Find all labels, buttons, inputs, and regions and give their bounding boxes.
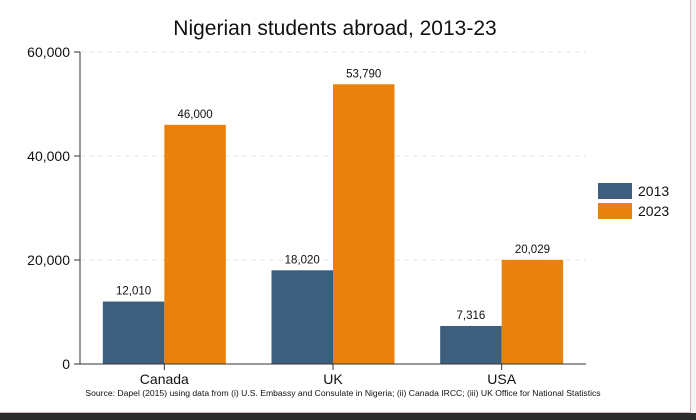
legend-swatch-2023	[598, 203, 632, 219]
chart-frame: Nigerian students abroad, 2013-23 12,010…	[0, 0, 691, 413]
bar-2023-canada	[164, 124, 226, 364]
y-tick-label: 0	[62, 356, 70, 372]
bars: 12,010 46,000 18,020 53,790 7,316 20,029	[102, 68, 564, 365]
bar-chart: Nigerian students abroad, 2013-23 12,010…	[27, 17, 669, 398]
bar-2023-usa	[501, 259, 564, 364]
legend-label: 2023	[638, 203, 669, 219]
legend-label: 2013	[638, 183, 669, 199]
y-tick-label: 60,000	[27, 44, 70, 60]
bar-2023-uk	[333, 84, 395, 365]
source-note: Source: Dapel (2015) using data from (i)…	[85, 388, 600, 398]
chart-title: Nigerian students abroad, 2013-23	[173, 17, 496, 40]
x-tick-label: Canada	[140, 371, 189, 387]
data-label: 53,790	[346, 68, 381, 80]
data-label: 18,020	[285, 254, 320, 266]
taskbar-strip	[0, 413, 696, 420]
legend-swatch-2013	[598, 183, 632, 199]
x-tick-label: UK	[323, 371, 343, 387]
y-tick-label: 20,000	[27, 252, 70, 268]
bar-2013-uk	[271, 270, 333, 364]
y-tick-label: 40,000	[27, 148, 70, 164]
axes: 0 20,000 40,000 60,000 Canada UK USA	[27, 44, 586, 387]
legend: 2013 2023	[598, 183, 669, 219]
data-label: 20,029	[515, 244, 550, 256]
x-tick-label: USA	[487, 371, 516, 387]
window-edge	[691, 0, 696, 413]
data-label: 46,000	[177, 109, 212, 121]
bar-2013-usa	[440, 325, 502, 364]
data-label: 7,316	[457, 310, 486, 322]
bar-2013-canada	[102, 301, 165, 364]
data-label: 12,010	[116, 286, 151, 298]
